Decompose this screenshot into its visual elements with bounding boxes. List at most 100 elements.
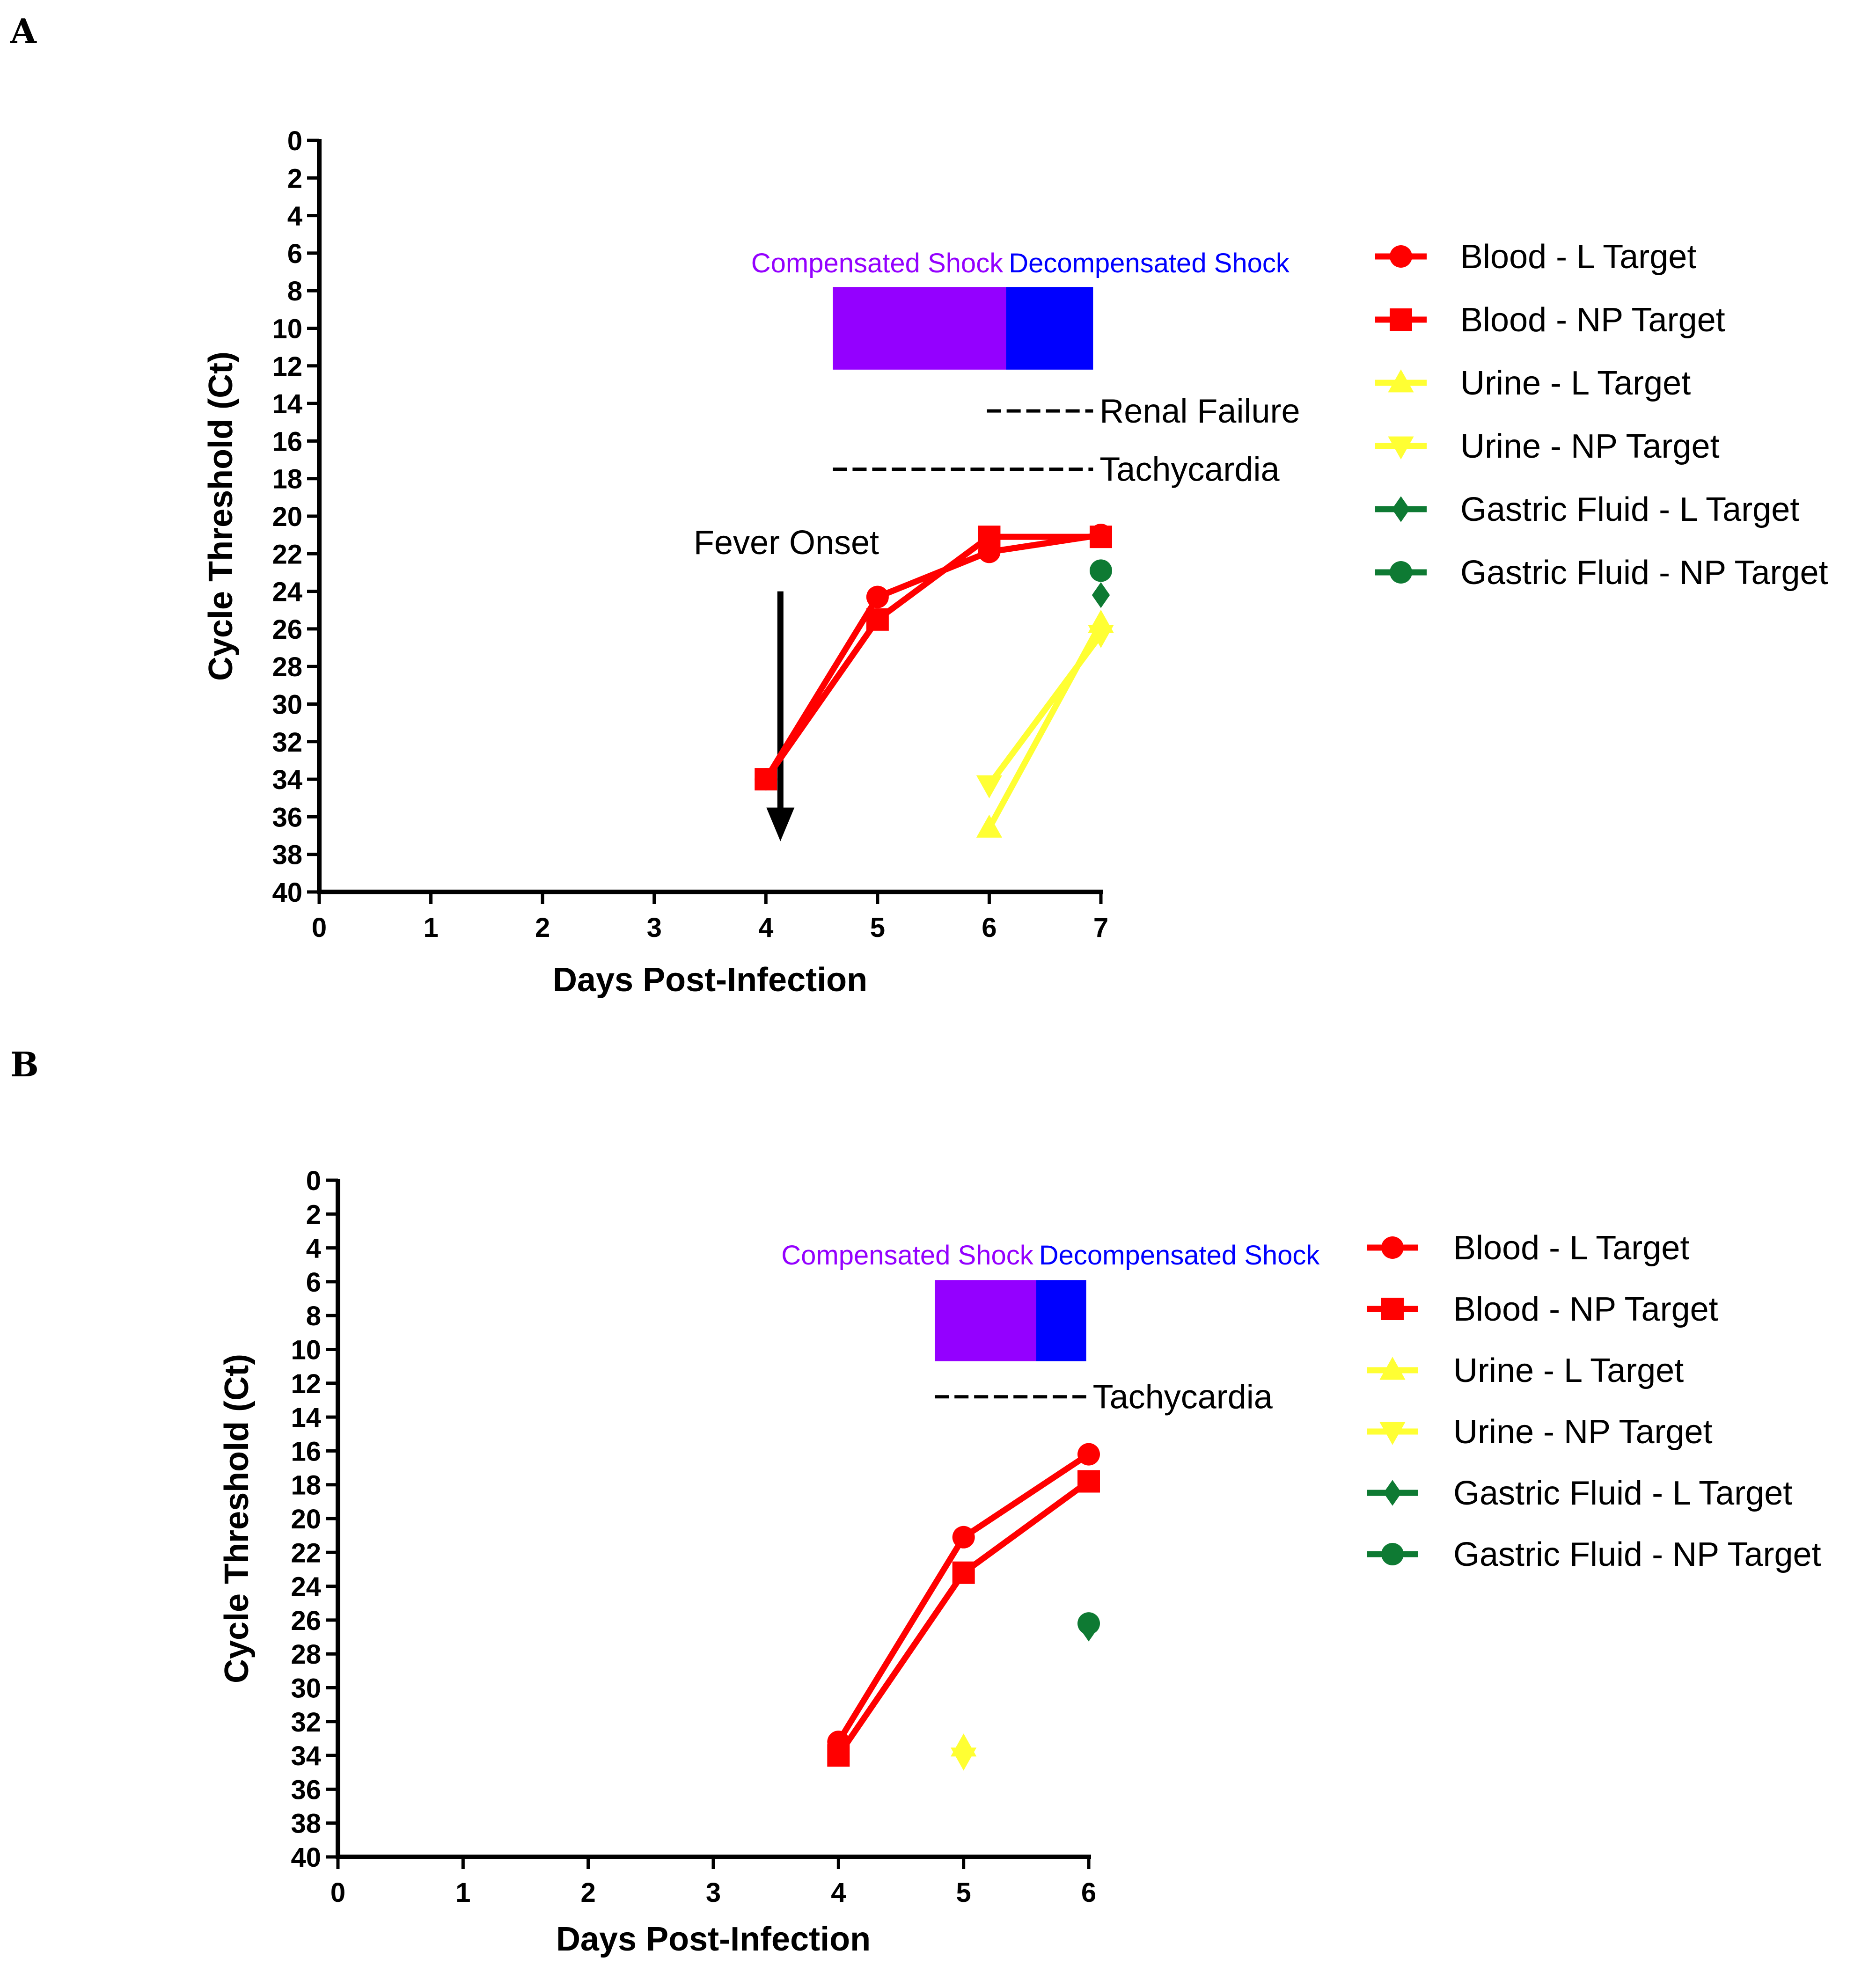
legend-panel-b: Blood - L Target Blood - NP Target Urine -… — [1367, 1229, 1821, 1573]
data-point-blood-l-target — [952, 1526, 975, 1549]
y-tick-label: 8 — [306, 1301, 321, 1331]
x-tick-label: 3 — [706, 1878, 721, 1908]
x-tick-label: 1 — [455, 1878, 470, 1908]
legend-label-gastric-fluid-l-target: Gastric Fluid - L Target — [1453, 1475, 1792, 1512]
series-gastric-fluid-np-target — [1077, 1612, 1100, 1635]
y-tick-label: 24 — [272, 577, 302, 607]
series-gastric-fluid-l-target — [1092, 582, 1110, 608]
data-point-urine-np-target — [1088, 625, 1114, 648]
y-tick-label: 32 — [272, 727, 302, 758]
legend-label-urine-np-target: Urine - NP Target — [1453, 1413, 1713, 1451]
y-tick-label: 2 — [306, 1199, 321, 1230]
y-tick-label: 26 — [272, 614, 302, 645]
x-tick-label: 7 — [1093, 913, 1108, 943]
phase-label-decompensated-shock: Decompensated Shock — [1039, 1240, 1320, 1271]
y-tick-label: 4 — [306, 1234, 321, 1264]
legend-label-urine-np-target: Urine - NP Target — [1460, 428, 1720, 465]
fever-onset-arrow-head — [766, 807, 795, 841]
legend-label-blood-np-target: Blood - NP Target — [1453, 1291, 1718, 1328]
legend-marker-gastric-fluid-l-target — [1392, 496, 1410, 522]
legend-marker-urine-l-target — [1388, 369, 1414, 393]
y-tick-label: 14 — [272, 389, 302, 419]
y-tick-label: 22 — [291, 1538, 321, 1568]
y-tick-label: 40 — [272, 877, 302, 908]
y-tick-label: 14 — [291, 1403, 321, 1433]
x-tick-label: 5 — [956, 1878, 971, 1908]
legend-label-gastric-fluid-np-target: Gastric Fluid - NP Target — [1460, 554, 1828, 592]
data-point-blood-np-target — [1077, 1470, 1100, 1493]
annotation-label-renal-failure: Renal Failure — [1099, 393, 1300, 430]
series-gastric-fluid-np-target — [1090, 559, 1112, 582]
y-tick-label: 8 — [287, 276, 302, 307]
y-tick-label: 34 — [272, 765, 302, 795]
y-axis-title: Cycle Threshold (Ct) — [202, 351, 240, 681]
x-tick-label: 5 — [870, 913, 885, 943]
y-tick-label: 24 — [291, 1572, 321, 1602]
x-tick-label: 6 — [982, 913, 997, 943]
legend-marker-gastric-fluid-np-target — [1390, 561, 1412, 584]
phase-bar-compensated-shock — [833, 287, 1006, 370]
y-tick-label: 40 — [291, 1842, 321, 1873]
y-tick-label: 38 — [291, 1809, 321, 1839]
y-tick-label: 12 — [272, 351, 302, 382]
legend-marker-urine-np-target — [1379, 1422, 1406, 1445]
x-tick-label: 4 — [831, 1878, 846, 1908]
y-tick-label: 4 — [287, 201, 302, 232]
annotation-label-tachycardia: Tachycardia — [1093, 1379, 1273, 1416]
y-tick-label: 32 — [291, 1707, 321, 1738]
y-tick-label: 20 — [291, 1504, 321, 1534]
legend-label-urine-l-target: Urine - L Target — [1460, 365, 1691, 402]
data-point-urine-l-target — [976, 814, 1003, 838]
phase-bar-decompensated-shock — [1036, 1280, 1086, 1361]
phase-bar-decompensated-shock — [1006, 287, 1093, 370]
data-point-blood-np-target — [978, 526, 1001, 548]
legend-marker-gastric-fluid-np-target — [1381, 1543, 1404, 1565]
legend-label-gastric-fluid-np-target: Gastric Fluid - NP Target — [1453, 1536, 1821, 1573]
data-point-blood-np-target — [827, 1744, 850, 1767]
x-tick-label: 2 — [581, 1878, 596, 1908]
data-point-blood-np-target — [1090, 526, 1112, 548]
legend-marker-urine-np-target — [1388, 436, 1414, 460]
fever-onset-label: Fever Onset — [694, 524, 879, 562]
series-line-blood-np-target — [835, 1479, 1091, 1757]
data-point-gastric-fluid-np-target — [1090, 559, 1112, 582]
legend-label-blood-np-target: Blood - NP Target — [1460, 301, 1725, 339]
series-blood-np-target — [827, 1470, 1100, 1767]
data-point-blood-np-target — [952, 1561, 975, 1584]
y-tick-label: 18 — [272, 464, 302, 495]
data-point-urine-np-target — [951, 1747, 977, 1771]
phase-label-compensated-shock: Compensated Shock — [751, 248, 1004, 278]
series-blood-np-target — [755, 526, 1112, 791]
y-tick-label: 2 — [287, 163, 302, 194]
data-point-blood-l-target — [866, 585, 889, 608]
legend-marker-gastric-fluid-l-target — [1383, 1480, 1402, 1506]
data-point-blood-np-target — [866, 608, 889, 631]
y-tick-label: 6 — [287, 239, 302, 269]
y-axis-title: Cycle Threshold (Ct) — [218, 1354, 256, 1683]
x-tick-label: 0 — [330, 1878, 345, 1908]
y-tick-label: 6 — [306, 1267, 321, 1298]
y-tick-label: 30 — [291, 1673, 321, 1704]
y-tick-label: 10 — [291, 1335, 321, 1366]
legend-marker-blood-l-target — [1390, 245, 1412, 268]
series-blood-l-target — [755, 524, 1112, 791]
panel-letter-a: A — [10, 11, 37, 51]
y-tick-label: 20 — [272, 502, 302, 532]
phase-bar-compensated-shock — [935, 1280, 1036, 1361]
y-tick-label: 16 — [272, 426, 302, 457]
data-point-gastric-fluid-l-target — [1092, 582, 1110, 608]
series-line-blood-l-target — [763, 532, 1101, 781]
legend-label-urine-l-target: Urine - L Target — [1453, 1352, 1684, 1389]
y-tick-label: 26 — [291, 1606, 321, 1636]
data-point-blood-np-target — [755, 768, 777, 791]
y-tick-label: 36 — [291, 1775, 321, 1805]
y-tick-label: 16 — [291, 1436, 321, 1467]
data-point-blood-l-target — [1077, 1443, 1100, 1466]
phase-label-compensated-shock: Compensated Shock — [781, 1240, 1033, 1271]
annotation-label-tachycardia: Tachycardia — [1099, 451, 1280, 489]
legend-label-blood-l-target: Blood - L Target — [1453, 1229, 1689, 1267]
x-tick-label: 6 — [1081, 1878, 1096, 1908]
legend-label-gastric-fluid-l-target: Gastric Fluid - L Target — [1460, 491, 1799, 528]
